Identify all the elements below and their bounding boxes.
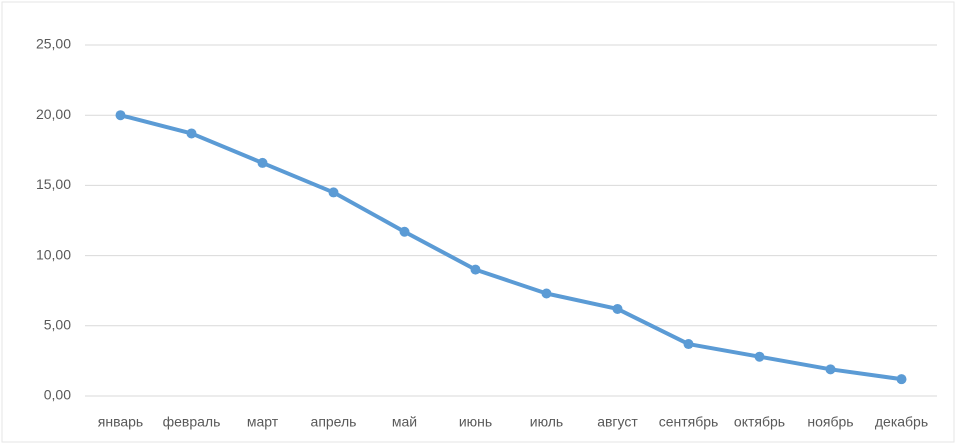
- point: [825, 364, 836, 375]
- point: [612, 303, 623, 314]
- point: [754, 351, 765, 362]
- point: [541, 288, 552, 299]
- x-tick-label: сентябрь: [659, 414, 719, 430]
- y-tick-label: 10,00: [36, 246, 71, 262]
- y-tick-label: 15,00: [36, 176, 71, 192]
- y-tick-label: 0,00: [44, 387, 71, 403]
- x-tick-label: декабрь: [875, 414, 928, 430]
- x-tick-label: ноябрь: [807, 414, 853, 430]
- y-tick-label: 20,00: [36, 106, 71, 122]
- x-tick-label: октябрь: [734, 414, 785, 430]
- point: [399, 226, 410, 237]
- point: [896, 374, 907, 385]
- point: [683, 339, 694, 350]
- x-tick-label: январь: [98, 414, 143, 430]
- point: [115, 110, 126, 121]
- point: [328, 187, 339, 198]
- x-tick-label: май: [392, 414, 417, 430]
- y-tick-label: 5,00: [44, 317, 71, 333]
- x-tick-label: февраль: [163, 414, 221, 430]
- x-tick-label: август: [597, 414, 638, 430]
- point: [470, 264, 481, 275]
- line: [120, 113, 902, 382]
- x-tick-label: июль: [530, 414, 563, 430]
- x-tick-label: апрель: [311, 414, 357, 430]
- point: [186, 128, 197, 139]
- point: [257, 157, 268, 168]
- x-tick-label: март: [247, 414, 279, 430]
- y-tick-label: 25,00: [36, 36, 71, 52]
- x-tick-label: июнь: [459, 414, 492, 430]
